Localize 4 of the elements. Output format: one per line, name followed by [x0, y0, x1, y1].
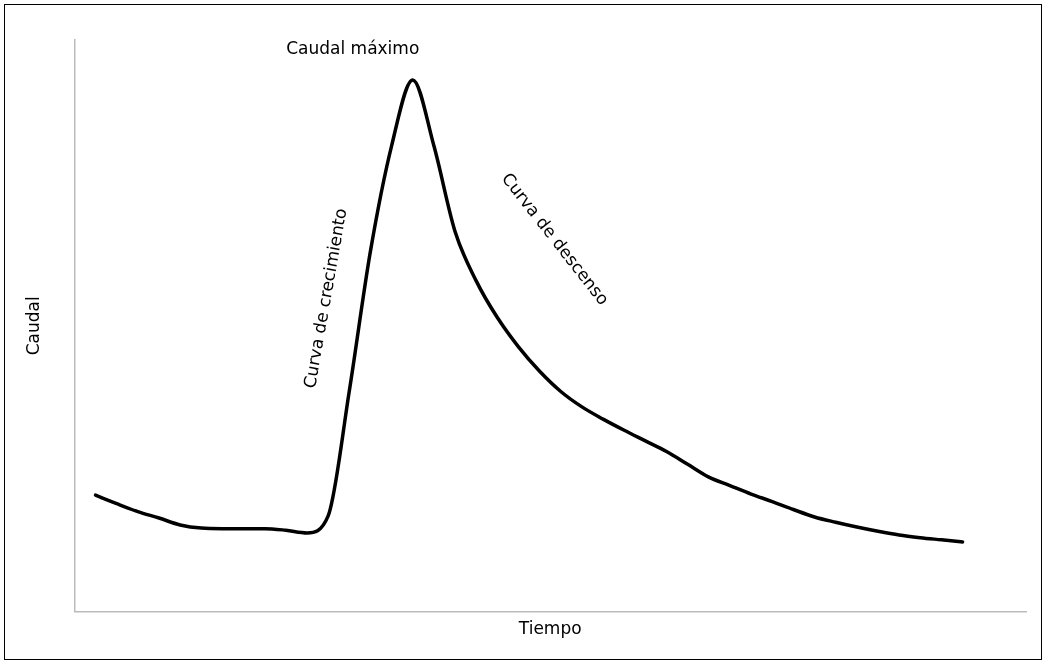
- x-axis-title: Tiempo: [517, 618, 582, 639]
- annotation: Curva de crecimiento: [299, 206, 351, 390]
- text: Caudal máximo: [286, 37, 420, 58]
- y-axis-title: Caudal: [22, 296, 43, 356]
